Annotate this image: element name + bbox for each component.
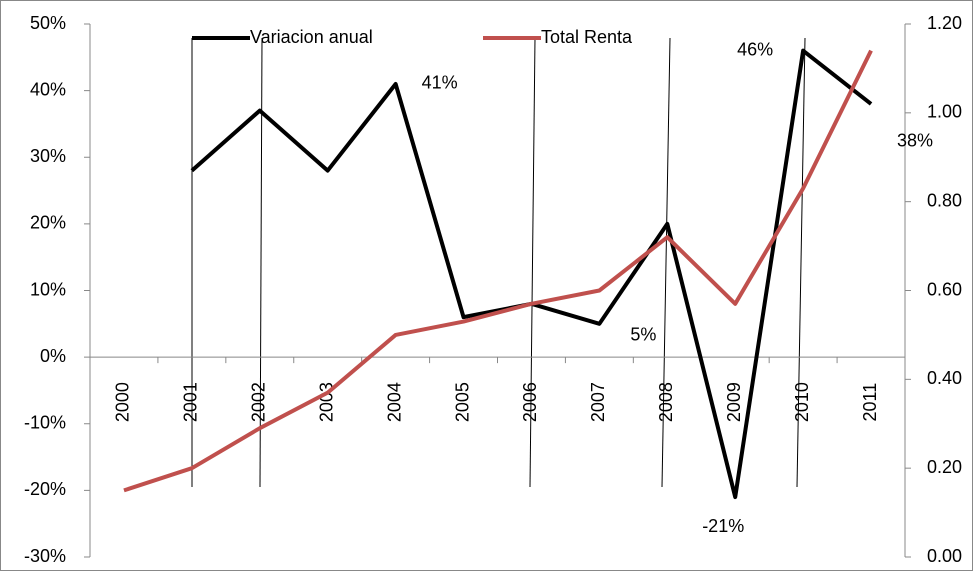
y2-tick-label: 1.00	[927, 102, 962, 122]
y-tick-label: 10%	[30, 279, 66, 299]
x-tick-label: 2007	[588, 382, 608, 422]
data-label: 46%	[737, 39, 773, 59]
y2-tick-label: 0.20	[927, 457, 962, 477]
y-tick-label: 50%	[30, 13, 66, 33]
y-tick-label: -30%	[24, 546, 66, 566]
x-tick-label: 2011	[860, 383, 880, 422]
legend-label: Total Renta	[541, 27, 633, 47]
x-tick-label: 2006	[520, 382, 540, 422]
y-tick-label: 30%	[30, 146, 66, 166]
y-tick-label: 0%	[40, 346, 66, 366]
y-tick-label: 20%	[30, 213, 66, 233]
data-label: -21%	[702, 516, 744, 536]
x-tick-label: 2008	[656, 382, 676, 422]
x-tick-label: 2001	[181, 382, 201, 422]
legend-label: Variacion anual	[250, 27, 373, 47]
x-tick-label: 2000	[113, 382, 133, 422]
y2-tick-label: 0.00	[927, 546, 962, 566]
x-tick-label: 2010	[792, 382, 812, 422]
y2-tick-label: 0.80	[927, 190, 962, 210]
x-tick-label: 2004	[384, 382, 404, 422]
y2-tick-label: 0.40	[927, 368, 962, 388]
data-label: 41%	[422, 73, 458, 93]
x-tick-label: 2005	[452, 382, 472, 422]
series-line	[123, 49, 873, 493]
data-label: 5%	[630, 325, 656, 345]
x-tick-label: 2009	[724, 382, 744, 422]
leader-line	[661, 37, 671, 488]
x-tick-label: 2003	[316, 382, 336, 422]
y-tick-label: -20%	[24, 479, 66, 499]
y2-tick-label: 1.20	[927, 13, 962, 33]
data-label: 38%	[897, 131, 933, 151]
y-tick-label: -10%	[24, 413, 66, 433]
x-tick-label: 2002	[249, 382, 269, 422]
y2-tick-label: 0.60	[927, 279, 962, 299]
leader-line	[796, 37, 806, 488]
y-tick-label: 40%	[30, 79, 66, 99]
leader-line	[529, 37, 536, 488]
